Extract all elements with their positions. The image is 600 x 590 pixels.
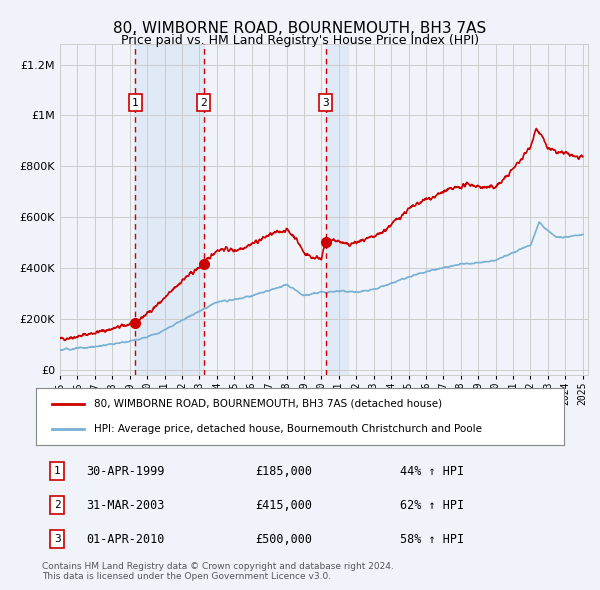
- Text: 3: 3: [54, 535, 61, 544]
- Text: 01-APR-2010: 01-APR-2010: [86, 533, 165, 546]
- Text: £500,000: £500,000: [256, 533, 313, 546]
- Text: Price paid vs. HM Land Registry's House Price Index (HPI): Price paid vs. HM Land Registry's House …: [121, 34, 479, 47]
- Text: 80, WIMBORNE ROAD, BOURNEMOUTH, BH3 7AS: 80, WIMBORNE ROAD, BOURNEMOUTH, BH3 7AS: [113, 21, 487, 35]
- Text: £415,000: £415,000: [256, 499, 313, 512]
- Text: 80, WIMBORNE ROAD, BOURNEMOUTH, BH3 7AS (detached house): 80, WIMBORNE ROAD, BOURNEMOUTH, BH3 7AS …: [94, 399, 442, 409]
- Text: 1: 1: [54, 466, 61, 476]
- Text: 2: 2: [54, 500, 61, 510]
- Bar: [326, 44, 347, 375]
- Text: HPI: Average price, detached house, Bournemouth Christchurch and Poole: HPI: Average price, detached house, Bour…: [94, 424, 482, 434]
- Text: 31-MAR-2003: 31-MAR-2003: [86, 499, 165, 512]
- Text: 30-APR-1999: 30-APR-1999: [86, 464, 165, 478]
- Text: 2: 2: [200, 98, 207, 108]
- Text: 1: 1: [132, 98, 139, 108]
- Bar: [136, 44, 204, 375]
- Text: £185,000: £185,000: [256, 464, 313, 478]
- Text: 44% ↑ HPI: 44% ↑ HPI: [400, 464, 464, 478]
- Text: 62% ↑ HPI: 62% ↑ HPI: [400, 499, 464, 512]
- Text: 3: 3: [322, 98, 329, 108]
- Text: Contains HM Land Registry data © Crown copyright and database right 2024.
This d: Contains HM Land Registry data © Crown c…: [42, 562, 394, 581]
- Text: 58% ↑ HPI: 58% ↑ HPI: [400, 533, 464, 546]
